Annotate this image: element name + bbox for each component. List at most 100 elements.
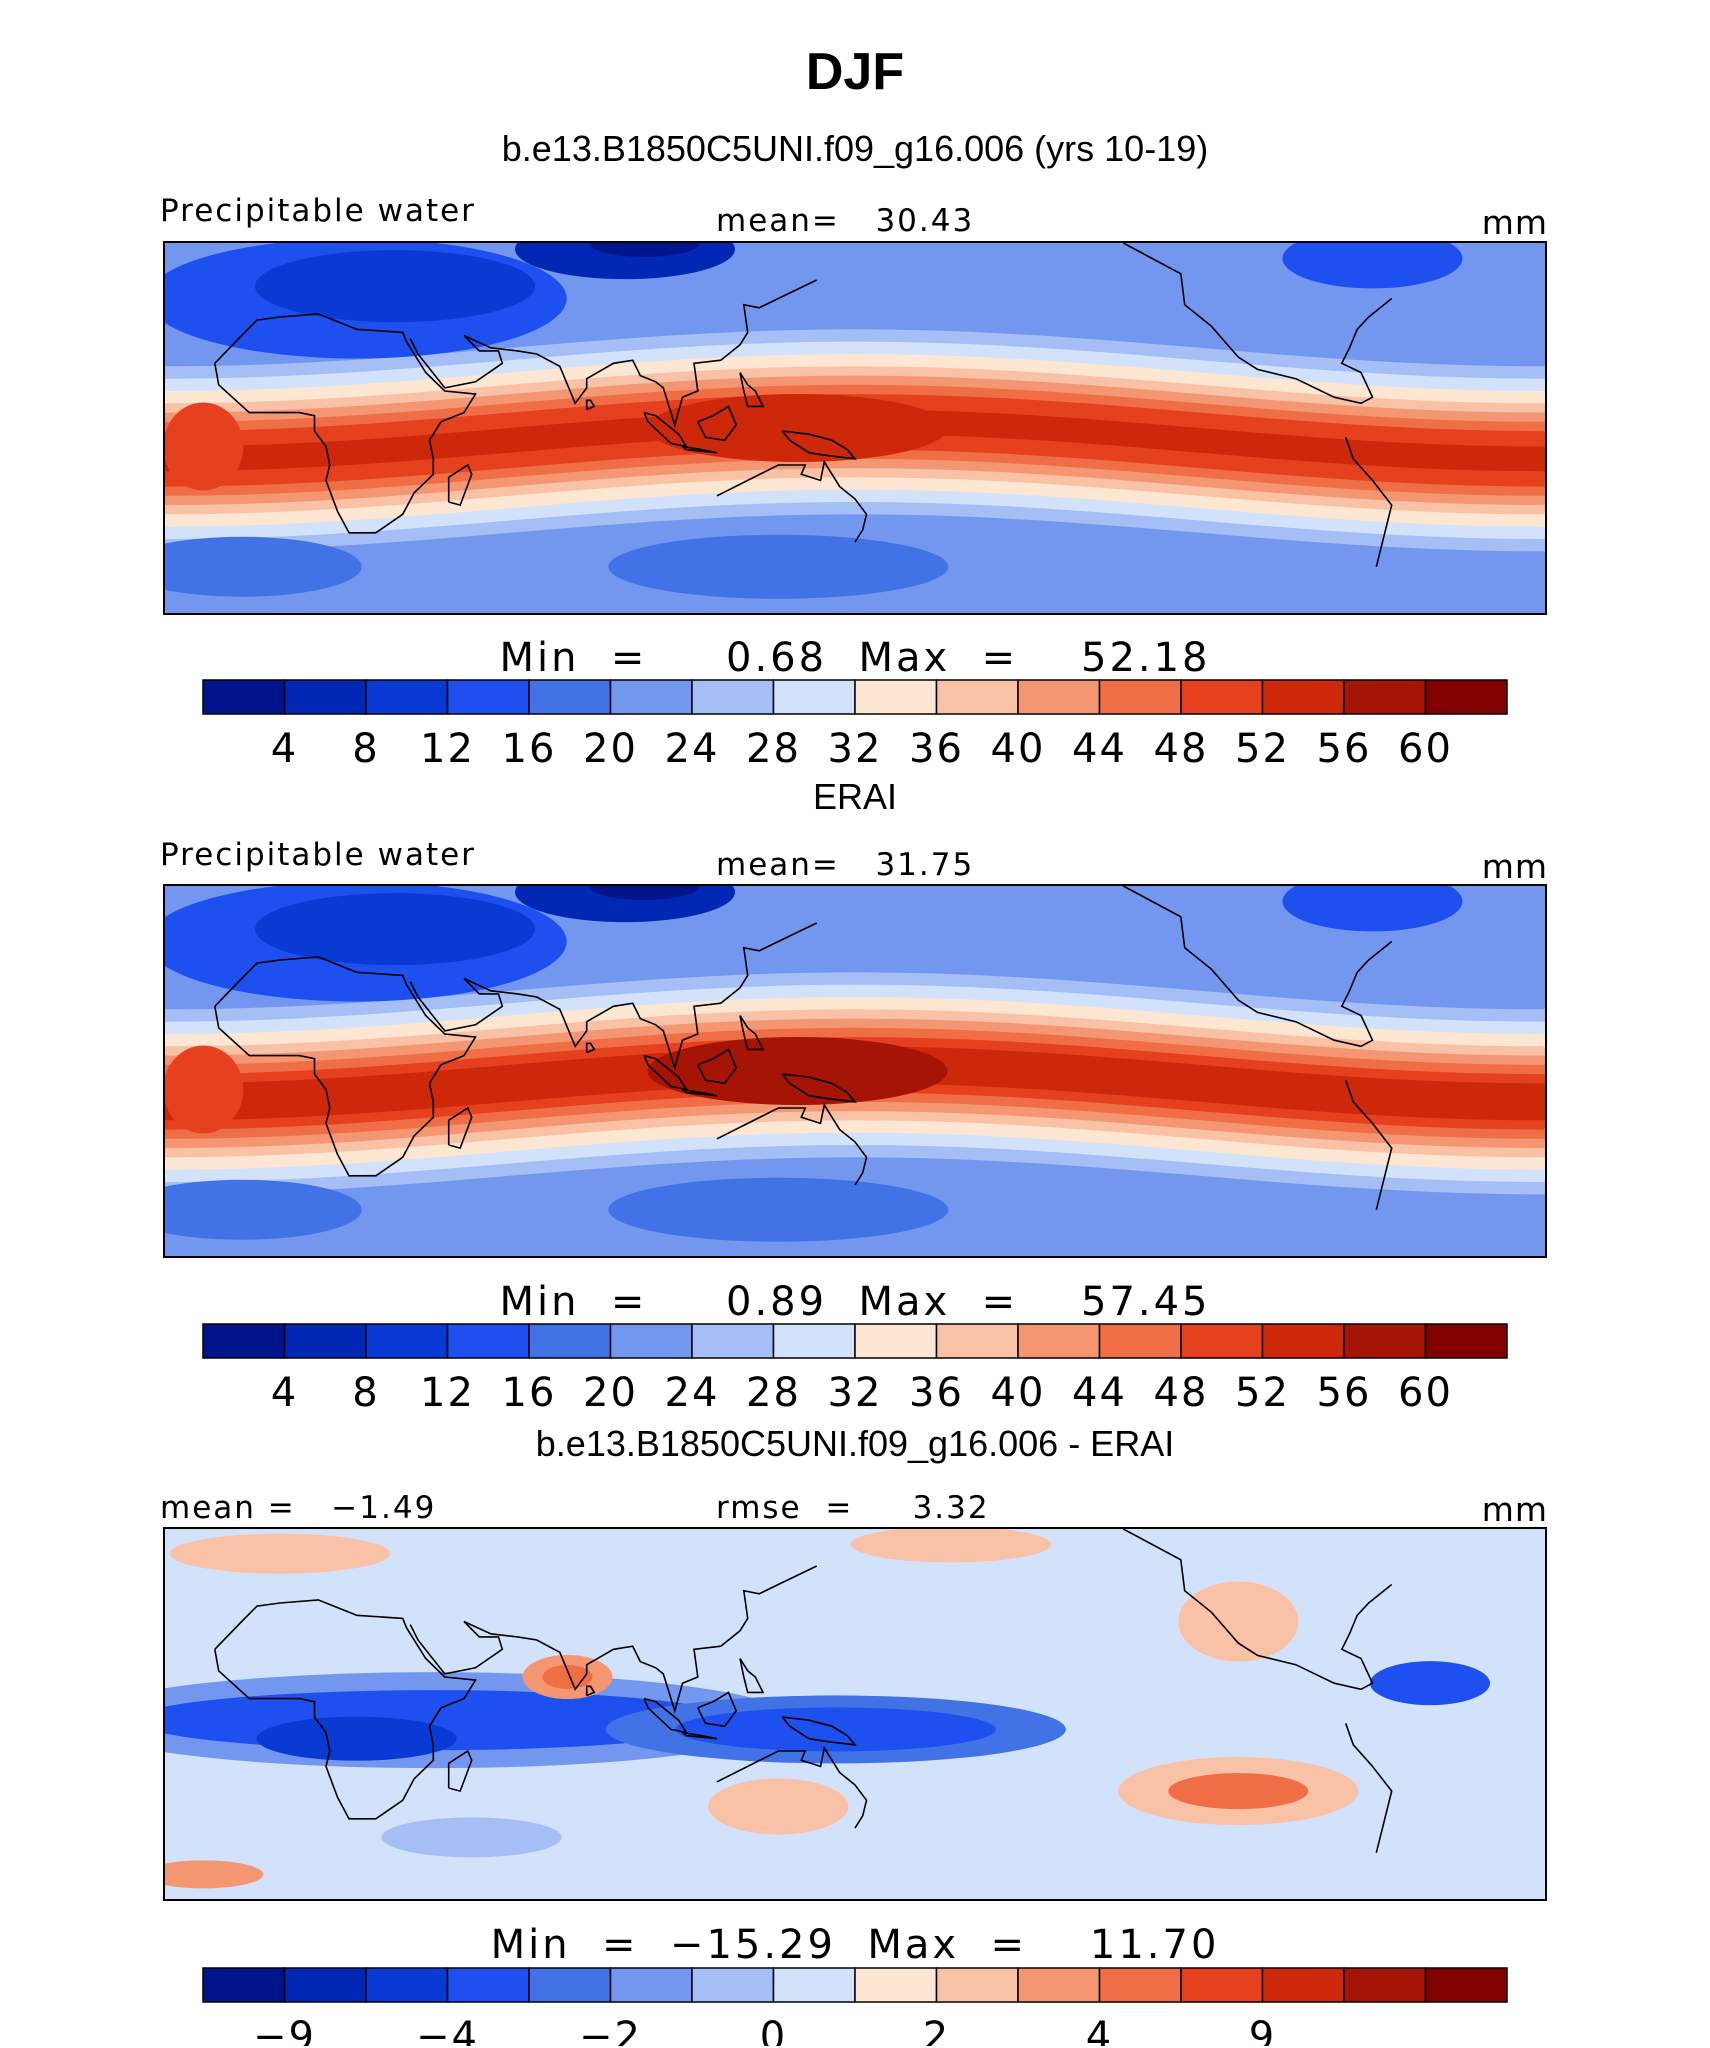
colorbar-box [609, 679, 693, 715]
coastline [447, 463, 473, 507]
colorbar-box [691, 1967, 775, 2003]
colorbar-box [1424, 679, 1508, 715]
coastline [716, 1745, 868, 1829]
colorbar-box [202, 1967, 286, 2003]
colorbar-box [691, 1323, 775, 1359]
colorbar-tick-label: 28 [746, 726, 801, 772]
colorbar-tick-label: 56 [1317, 726, 1372, 772]
colorbar-tick-label: 12 [420, 1370, 475, 1416]
colorbar-tick-label: 40 [991, 1370, 1046, 1416]
colorbar-box [283, 1323, 367, 1359]
colorbar-box [202, 679, 286, 715]
colorbar-box [1343, 1967, 1427, 2003]
colorbar-box [446, 1967, 530, 2003]
colorbar-tick-label: −4 [416, 2014, 479, 2046]
colorbar-tick-label: 52 [1235, 726, 1290, 772]
colorbar-box [772, 1323, 856, 1359]
panel-1-variable-label: Precipitable water [160, 193, 476, 229]
colorbar-box [1098, 1967, 1182, 2003]
colorbar-tick-label: 56 [1317, 1370, 1372, 1416]
coastline [409, 1565, 818, 1714]
coastline [447, 1749, 473, 1793]
panel-2-title: ERAI [812, 776, 898, 817]
colorbar-box [528, 679, 612, 715]
colorbar-box [854, 679, 938, 715]
coastline [409, 279, 818, 428]
field-contours [165, 243, 1545, 613]
colorbar-box [772, 679, 856, 715]
colorbar-tick-label: 36 [909, 1370, 964, 1416]
colorbar-tick-label: 4 [1086, 2014, 1113, 2046]
coastline [716, 1102, 868, 1186]
colorbar-tick-label: 28 [746, 1370, 801, 1416]
colorbar-box [1180, 1323, 1264, 1359]
field-contours [165, 1529, 1545, 1899]
coastline [681, 1088, 718, 1097]
coastline [585, 399, 596, 411]
colorbar-box [1017, 1323, 1101, 1359]
colorbar-tick-label: −2 [579, 2014, 642, 2046]
panel-2-variable-label: Precipitable water [160, 837, 476, 873]
colorbar-box [202, 1323, 286, 1359]
coastline [214, 956, 477, 1177]
coastlines [214, 886, 1393, 1210]
colorbar-box [854, 1323, 938, 1359]
colorbar-box [365, 1967, 449, 2003]
colorbar-box [691, 679, 775, 715]
coastline [739, 372, 765, 408]
colorbar-box [1017, 679, 1101, 715]
colorbar-box [854, 1967, 938, 2003]
colorbar-tick-label: 40 [991, 726, 1046, 772]
panel-3-mean-label: mean = −1.49 [160, 1490, 437, 1526]
panel-1-minmax-label: Min = 0.68 Max = 52.18 [499, 635, 1211, 681]
panel-3-map [163, 1527, 1547, 1901]
colorbar-tick-label: 44 [1072, 1370, 1127, 1416]
colorbar-box [1343, 679, 1427, 715]
colorbar-box [935, 679, 1019, 715]
panel-3-minmax-label: Min = −15.29 Max = 11.70 [490, 1922, 1220, 1968]
coastline [1344, 437, 1393, 567]
colorbar-box [365, 679, 449, 715]
panel-2-colorbar: 4 8 12 16 20 24 28 32 36 40 44 48 52 56 60 [202, 1323, 1508, 1416]
panel-2-minmax-label: Min = 0.89 Max = 57.45 [499, 1279, 1211, 1325]
colorbar-tick-label: 32 [828, 1370, 883, 1416]
colorbar-box [935, 1967, 1019, 2003]
coastline [447, 1106, 473, 1150]
colorbar-tick-label: 60 [1398, 726, 1453, 772]
colorbar-tick-label: 16 [502, 1370, 557, 1416]
coastline [1122, 1529, 1393, 1691]
colorbar-box [1424, 1967, 1508, 2003]
colorbar-tick-label: 24 [665, 726, 720, 772]
coastline [697, 1691, 738, 1728]
coastline [1122, 243, 1393, 405]
coastline [697, 405, 738, 442]
colorbar-tick-label: 9 [1249, 2014, 1276, 2046]
colorbar-box [528, 1323, 612, 1359]
coastline [781, 1716, 857, 1746]
panel-3-colorbar: −9 −4 −2 0 2 4 9 [202, 1967, 1508, 2046]
colorbar-box [1098, 1323, 1182, 1359]
colorbar-tick-label: 2 [923, 2014, 950, 2046]
panel-2-units-label: mm [1481, 847, 1548, 886]
colorbar-tick-label: 8 [352, 726, 379, 772]
panel-1-mean-label: mean= 30.43 [716, 203, 975, 239]
coastline [739, 1658, 765, 1694]
colorbar-box [283, 679, 367, 715]
panel-3-rmse-label: rmse = 3.32 [716, 1490, 990, 1526]
colorbar-box [1098, 679, 1182, 715]
coastlines [214, 1529, 1393, 1853]
colorbar-box [446, 1323, 530, 1359]
coastline [681, 445, 718, 454]
panel-2-map [163, 884, 1547, 1258]
panel-1-colorbar: 4 8 12 16 20 24 28 32 36 40 44 48 52 56 60 [202, 679, 1508, 772]
coastline [214, 1599, 477, 1820]
colorbar-box [772, 1967, 856, 2003]
panel-2-mean-label: mean= 31.75 [716, 847, 975, 883]
colorbar-tick-label: 52 [1235, 1370, 1290, 1416]
coastline [716, 459, 868, 543]
colorbar-tick-label: 48 [1154, 1370, 1209, 1416]
colorbar-tick-label: 20 [583, 1370, 638, 1416]
coastline [697, 1048, 738, 1085]
colorbar-tick-label: 12 [420, 726, 475, 772]
colorbar-box [1261, 679, 1345, 715]
